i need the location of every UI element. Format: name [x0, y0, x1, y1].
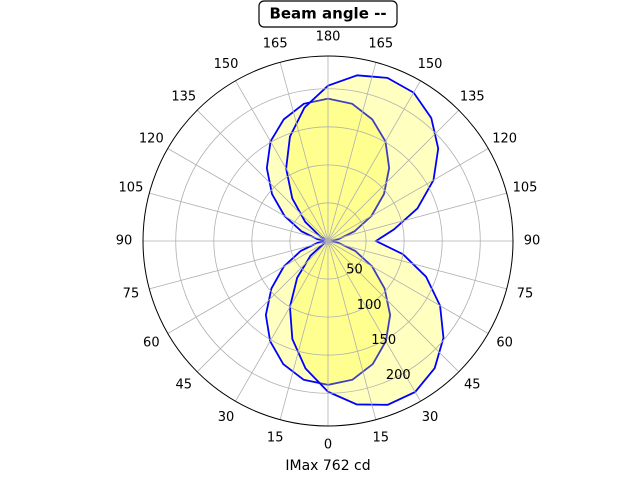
grid-spoke	[279, 62, 329, 242]
theta-tick-label: 120	[492, 132, 517, 147]
theta-tick-label: 135	[171, 89, 196, 104]
beam-curve	[285, 74, 445, 406]
grid-spoke	[149, 240, 329, 290]
theta-tick-label: 30	[422, 410, 439, 425]
grid-spoke	[327, 240, 507, 290]
theta-tick-label: 45	[464, 378, 481, 393]
polar-frame	[142, 55, 514, 427]
theta-tick-label: 45	[175, 378, 192, 393]
theta-tick-label: 165	[263, 36, 288, 51]
theta-tick-label: 75	[123, 286, 140, 301]
theta-tick-label: 150	[418, 57, 443, 72]
grid-spoke	[235, 80, 329, 242]
theta-tick-label: 120	[139, 132, 164, 147]
theta-tick-label: 75	[517, 286, 534, 301]
grid-spoke	[196, 240, 329, 373]
theta-tick-label: 135	[460, 89, 485, 104]
grid-spoke	[149, 192, 329, 242]
grid-spoke	[327, 240, 489, 334]
r-tick-label: 50	[346, 263, 363, 278]
grid-spoke	[327, 62, 377, 242]
chart-title: Beam angle --	[269, 5, 386, 23]
theta-tick-label: 150	[214, 57, 239, 72]
grid-spoke	[327, 240, 460, 373]
grid-spoke	[167, 148, 329, 242]
grid-spoke	[327, 148, 489, 242]
theta-tick-label: 90	[116, 234, 133, 249]
grid-spoke	[327, 192, 507, 242]
theta-tick-label: 15	[373, 431, 390, 446]
r-tick-label: 150	[371, 333, 396, 348]
theta-tick-label: 30	[218, 410, 235, 425]
grid-spoke	[167, 240, 329, 334]
theta-tick-label: 15	[267, 431, 284, 446]
theta-tick-label: 105	[513, 181, 538, 196]
x-axis-label: IMax 762 cd	[285, 458, 370, 474]
r-tick-label: 100	[357, 298, 382, 313]
grid-spoke	[327, 240, 421, 402]
grid-spoke	[235, 240, 329, 402]
grid-spoke	[327, 80, 421, 242]
grid-spoke	[327, 109, 460, 242]
grid-spoke	[196, 109, 329, 242]
theta-tick-label: 90	[524, 234, 541, 249]
theta-tick-label: 165	[368, 36, 393, 51]
grid-spoke	[279, 240, 329, 420]
theta-tick-label: 180	[316, 30, 341, 45]
theta-tick-label: 0	[324, 438, 332, 453]
theta-tick-label: 60	[496, 336, 513, 351]
grid-spoke	[327, 240, 377, 420]
r-tick-label: 200	[386, 368, 411, 383]
title-box	[258, 0, 398, 28]
theta-tick-label: 60	[143, 336, 160, 351]
theta-tick-label: 105	[119, 181, 144, 196]
